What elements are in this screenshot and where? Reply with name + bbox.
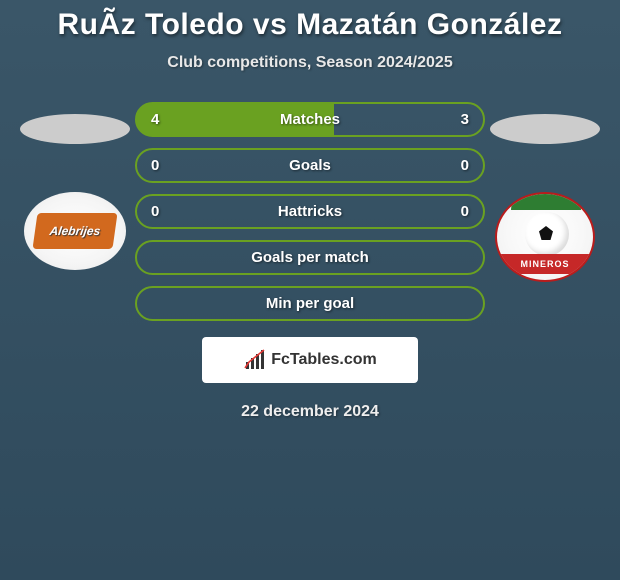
stat-value-left: 0 bbox=[151, 203, 171, 220]
stat-label: Goals per match bbox=[251, 249, 369, 266]
stat-value-right: 3 bbox=[449, 111, 469, 128]
content-area: Alebrijes 4 Matches 3 0 Goals 0 0 Hattricks 0 Goa… bbox=[0, 102, 620, 321]
stat-value-left: 4 bbox=[151, 111, 171, 128]
stat-value-right: 0 bbox=[449, 157, 469, 174]
watermark[interactable]: FcTables.com bbox=[202, 337, 418, 383]
page-title: RuÃ­z Toledo vs Mazatán González bbox=[0, 8, 620, 42]
stat-label: Min per goal bbox=[266, 295, 354, 312]
left-club-logo: Alebrijes bbox=[24, 192, 126, 270]
stat-label: Hattricks bbox=[278, 203, 342, 220]
right-logo-top-icon bbox=[511, 192, 581, 210]
stat-row: 0 Goals 0 bbox=[135, 148, 485, 183]
widget-root: RuÃ­z Toledo vs Mazatán González Club co… bbox=[0, 0, 620, 421]
stat-row: 0 Hattricks 0 bbox=[135, 194, 485, 229]
right-column: MINEROS bbox=[485, 102, 605, 282]
right-club-logo-text: MINEROS bbox=[497, 254, 593, 274]
right-flag-icon bbox=[490, 114, 600, 144]
stat-value-left: 0 bbox=[151, 157, 171, 174]
stat-value-right: 0 bbox=[449, 203, 469, 220]
right-club-logo: MINEROS bbox=[495, 192, 595, 282]
left-club-logo-text: Alebrijes bbox=[32, 213, 117, 249]
subtitle: Club competitions, Season 2024/2025 bbox=[0, 54, 620, 72]
footer-date: 22 december 2024 bbox=[0, 403, 620, 421]
stat-label: Matches bbox=[280, 111, 340, 128]
left-flag-icon bbox=[20, 114, 130, 144]
stat-label: Goals bbox=[289, 157, 331, 174]
soccer-ball-icon bbox=[525, 212, 569, 256]
bar-chart-icon bbox=[243, 348, 267, 372]
stats-column: 4 Matches 3 0 Goals 0 0 Hattricks 0 Goals per mat… bbox=[135, 102, 485, 321]
stat-row: Min per goal bbox=[135, 286, 485, 321]
stat-row: Goals per match bbox=[135, 240, 485, 275]
left-column: Alebrijes bbox=[15, 102, 135, 270]
stat-row: 4 Matches 3 bbox=[135, 102, 485, 137]
watermark-text: FcTables.com bbox=[271, 351, 377, 369]
